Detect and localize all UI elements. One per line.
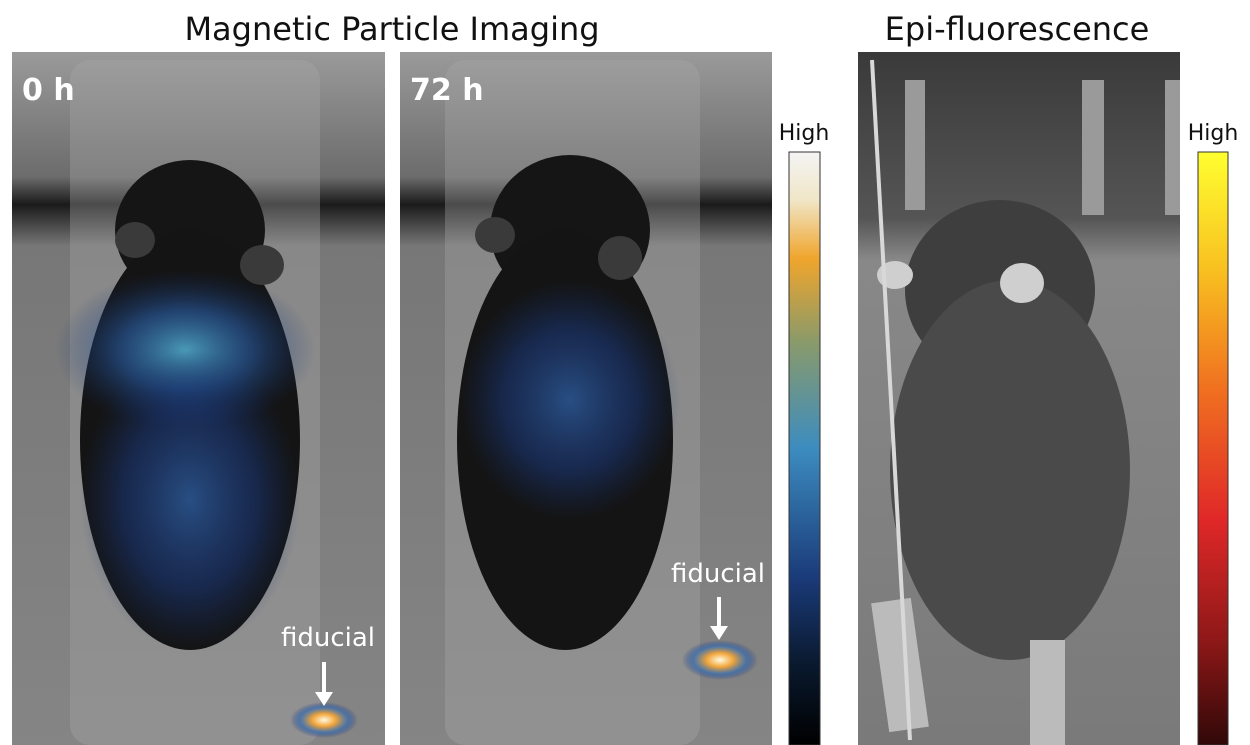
time-label: 0 h bbox=[22, 73, 75, 108]
title: Epi-fluorescence bbox=[885, 10, 1150, 48]
annotation: fiducial bbox=[281, 623, 375, 653]
colorbar-label: High bbox=[1188, 121, 1239, 146]
figure: Magnetic Particle Imaging Epi-fluorescen… bbox=[0, 0, 1250, 745]
colorbar bbox=[1198, 152, 1228, 745]
image-72h bbox=[400, 52, 772, 745]
colorbar-label: High bbox=[779, 121, 830, 146]
time-label: 72 h bbox=[410, 73, 484, 108]
title: Magnetic Particle Imaging bbox=[184, 10, 599, 48]
annotation: fiducial bbox=[671, 559, 765, 589]
image-epi bbox=[858, 52, 1180, 745]
colorbar bbox=[789, 152, 820, 745]
